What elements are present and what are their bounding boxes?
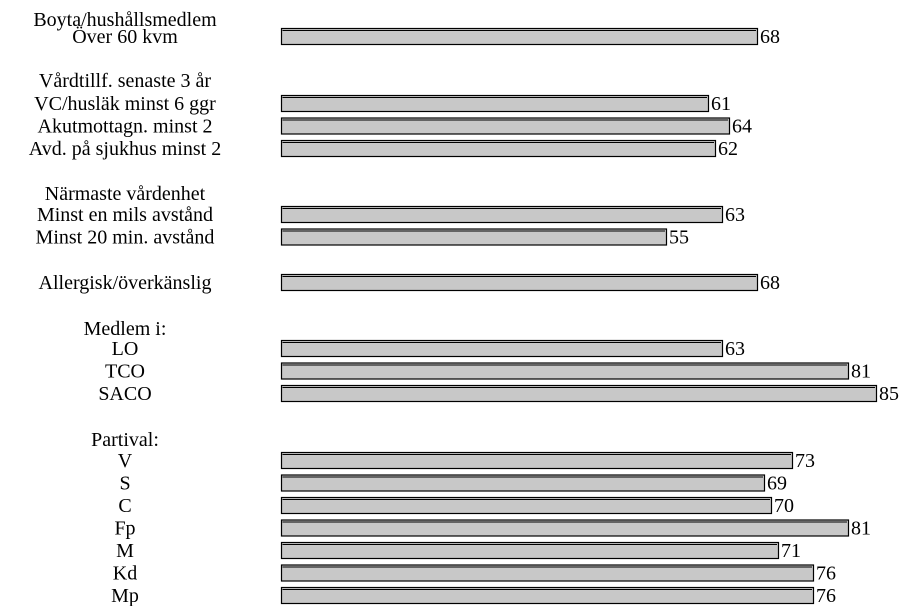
value-label: 64	[732, 116, 752, 138]
value-label: 76	[816, 585, 836, 606]
category-label: Akutmottagn. minst 2	[38, 116, 213, 138]
bar	[280, 27, 759, 46]
bar-group: Allergisk/överkänslig 68	[39, 272, 780, 294]
value-label: 63	[725, 338, 745, 360]
bar	[280, 139, 717, 158]
category-label: M	[116, 540, 134, 562]
category-label: Mp	[111, 585, 139, 606]
value-label: 68	[760, 272, 780, 294]
value-label: 76	[816, 563, 836, 585]
value-label: 68	[760, 26, 780, 48]
category-label: C	[118, 495, 131, 517]
bar	[280, 384, 878, 403]
bar	[280, 117, 731, 135]
bar-group: Partival:V 73 S 69 C 70 Fp 81 M 71 Kd 76 Mp 76	[91, 429, 871, 606]
category-label: Fp	[114, 518, 135, 540]
value-label: 61	[711, 93, 731, 115]
category-label: Minst 20 min. avstånd	[36, 227, 215, 249]
category-label: Över 60 kvm	[72, 25, 178, 48]
value-label: 62	[718, 138, 738, 160]
category-label: VC/husläk minst 6 ggr	[34, 93, 216, 115]
value-label: 69	[767, 473, 787, 495]
value-label: 71	[781, 540, 801, 562]
bar	[280, 564, 815, 582]
category-label: Minst en mils avstånd	[37, 204, 213, 226]
bar	[280, 205, 724, 224]
value-label: 85	[879, 383, 899, 405]
value-label: 63	[725, 204, 745, 226]
category-label: S	[119, 473, 130, 495]
group-header: Vårdtillf. senaste 3 år	[39, 70, 211, 92]
value-label: 70	[774, 495, 794, 517]
bar	[280, 474, 766, 492]
bar	[280, 586, 815, 605]
group-header: Partival:	[91, 429, 159, 451]
category-label: TCO	[105, 361, 145, 383]
group-header: Närmaste vårdenhet	[45, 183, 206, 205]
bar	[280, 451, 794, 470]
bar-group: Medlem i:LO 63 TCO 81 SACO 85	[84, 318, 899, 405]
value-label: 81	[851, 518, 871, 540]
bar	[280, 496, 773, 515]
category-label: Avd. på sjukhus minst 2	[29, 138, 221, 160]
bar	[280, 519, 850, 537]
bar	[280, 94, 710, 113]
group-header: Medlem i:	[84, 318, 167, 340]
category-label: Allergisk/överkänslig	[39, 272, 212, 294]
bar	[280, 541, 780, 560]
category-label: LO	[112, 338, 139, 360]
bar	[280, 362, 850, 380]
category-label: SACO	[98, 383, 151, 405]
value-label: 55	[669, 227, 689, 249]
group-header: Boyta/hushållsmedlem	[33, 9, 217, 31]
value-label: 81	[851, 361, 871, 383]
bar	[280, 339, 724, 358]
bar	[280, 273, 759, 292]
category-label: Kd	[113, 563, 137, 585]
value-label: 73	[795, 450, 815, 472]
bar	[280, 228, 668, 246]
category-label: V	[118, 450, 133, 472]
